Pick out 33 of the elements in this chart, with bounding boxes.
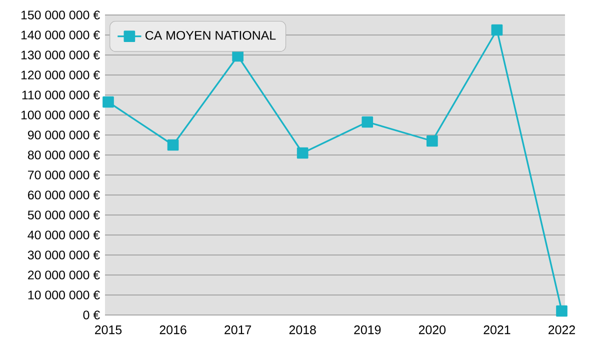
x-tick-label: 2016 xyxy=(160,325,186,334)
point xyxy=(232,50,244,62)
y-tick-label: 110 000 000 € xyxy=(22,90,100,100)
y-tick-label: 90 000 000 € xyxy=(28,130,100,140)
y-tick-label: 30 000 000 € xyxy=(28,250,100,260)
point xyxy=(556,305,568,317)
point xyxy=(362,116,374,128)
y-tick-label: 60 000 000 € xyxy=(28,190,100,200)
y-tick-label: 40 000 000 € xyxy=(28,230,100,240)
x-tick-label: 2017 xyxy=(224,325,252,334)
x-tick-label: 2015 xyxy=(95,325,122,334)
y-tick-label: 140 000 000 € xyxy=(21,30,100,40)
y-tick-label: 20 000 000 € xyxy=(28,270,100,280)
point xyxy=(491,24,503,36)
legend-label: CA MOYEN NATIONAL xyxy=(145,30,276,40)
point xyxy=(426,135,438,147)
y-tick-label: 0 € xyxy=(83,310,100,320)
x-tick-label: 2019 xyxy=(354,325,381,334)
x-tick-label: 2021 xyxy=(484,325,510,334)
point xyxy=(296,147,308,159)
y-tick-label: 130 000 000 € xyxy=(21,50,100,60)
point xyxy=(102,96,114,108)
x-tick-label: 2018 xyxy=(289,325,316,334)
y-tick-label: 10 000 000 € xyxy=(28,290,100,300)
point xyxy=(167,139,179,151)
y-tick-label: 70 000 000 € xyxy=(28,170,100,180)
y-tick-label: 50 000 000 € xyxy=(28,210,100,220)
x-tick-label: 2020 xyxy=(418,325,446,334)
y-tick-label: 100 000 000 € xyxy=(21,110,100,120)
y-tick-label: 80 000 000 € xyxy=(28,150,100,160)
x-tick-label: 2022 xyxy=(548,325,575,334)
y-tick-label: 150 000 000 € xyxy=(21,10,100,20)
y-tick-label: 120 000 000 € xyxy=(21,70,100,80)
